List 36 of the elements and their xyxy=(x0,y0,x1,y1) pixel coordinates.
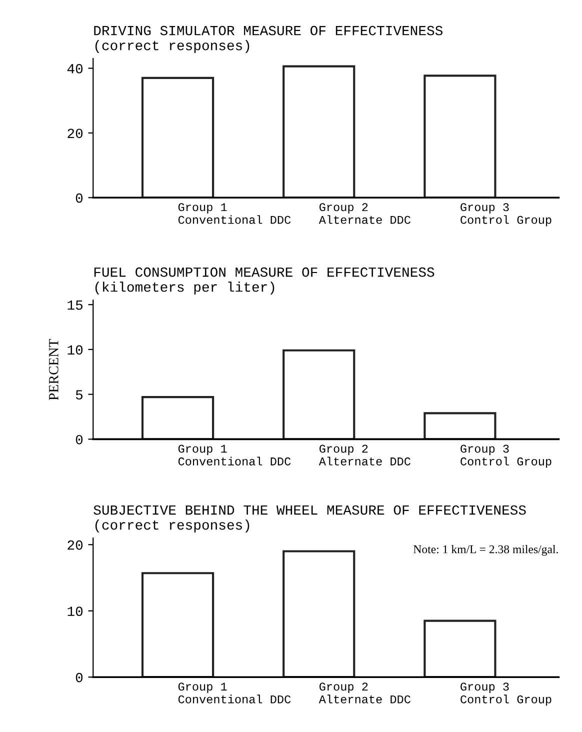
y-tick-label: 40 xyxy=(67,64,83,74)
x-tick-label: Group 3 Control Group xyxy=(460,682,552,706)
chart-subtitle: (correct responses) xyxy=(95,520,250,532)
bar xyxy=(141,396,214,440)
y-tick-label: 0 xyxy=(76,672,83,682)
bar xyxy=(424,412,496,440)
bar xyxy=(141,76,214,198)
y-tick-label: 5 xyxy=(76,390,83,400)
y-tick-label: 20 xyxy=(68,540,83,550)
x-tick-label: Group 2 Alternate DDC xyxy=(318,444,410,466)
bar xyxy=(282,349,356,440)
y-tick-label: 20 xyxy=(68,128,83,138)
y-tick-label: 0 xyxy=(76,434,83,444)
chart-title: DRIVING SIMULATOR MEASURE OF EFFECTIVENESS xyxy=(94,26,442,36)
chart-subtitle: (kilometers per liter) xyxy=(95,282,274,295)
y-axis-title: PERCENT xyxy=(49,339,58,400)
x-tick-label: Group 2 Alternate DDC xyxy=(318,203,410,224)
bar xyxy=(141,572,214,678)
bar xyxy=(424,74,496,198)
y-tick-label: 10 xyxy=(68,606,83,616)
chart-title: FUEL CONSUMPTION MEASURE OF EFFECTIVENESS xyxy=(94,267,434,277)
y-tick-label: 0 xyxy=(76,193,83,203)
y-tick-label: 10 xyxy=(68,345,83,355)
x-tick-label: Group 1 Conventional DDC xyxy=(178,203,291,224)
bar xyxy=(424,620,496,678)
x-tick-label: Group 1 Conventional DDC xyxy=(178,682,291,704)
bar xyxy=(282,65,356,198)
y-tick-label: 15 xyxy=(68,300,83,310)
annotation: Note: 1 km/L = 2.38 miles/gal. xyxy=(413,544,558,556)
x-tick-label: Group 2 Alternate DDC xyxy=(318,682,410,704)
bar xyxy=(282,550,356,678)
chart-title: SUBJECTIVE BEHIND THE WHEEL MEASURE OF EFFECTIVENESS xyxy=(94,505,526,515)
x-tick-label: Group 3 Control Group xyxy=(460,203,552,226)
chart-subtitle: (correct responses) xyxy=(95,40,250,53)
x-tick-label: Group 1 Conventional DDC xyxy=(178,444,291,466)
x-tick-label: Group 3 Control Group xyxy=(460,444,552,468)
